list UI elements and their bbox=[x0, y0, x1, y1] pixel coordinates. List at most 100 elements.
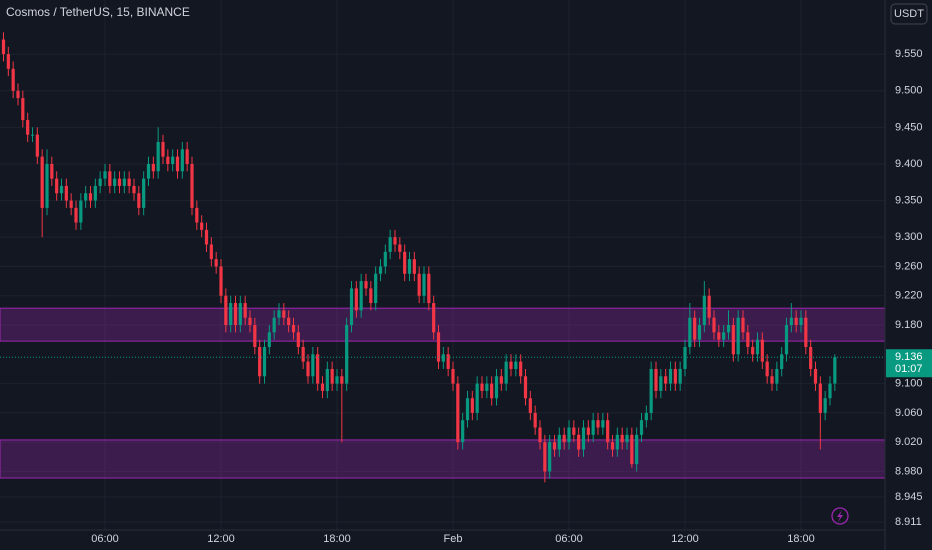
candle-body bbox=[403, 251, 407, 274]
candle-body bbox=[755, 339, 760, 355]
candle-body bbox=[248, 317, 252, 326]
candle-body bbox=[103, 171, 107, 179]
y-tick-label: 9.500 bbox=[895, 85, 923, 97]
candle-body bbox=[456, 383, 460, 443]
candle-body bbox=[519, 361, 523, 377]
candle-body bbox=[678, 368, 682, 384]
candle-body bbox=[494, 376, 499, 399]
candle-body bbox=[465, 398, 470, 421]
currency-label[interactable]: USDT bbox=[894, 8, 924, 20]
candle-body bbox=[287, 317, 291, 326]
candle-body bbox=[818, 383, 822, 413]
candle-body bbox=[726, 325, 731, 333]
candle-body bbox=[277, 310, 281, 318]
alert-icon-bolt[interactable] bbox=[837, 510, 843, 522]
candle-body bbox=[340, 376, 344, 384]
y-tick-label: 9.100 bbox=[895, 377, 923, 389]
candle-body bbox=[388, 237, 392, 252]
candle-body bbox=[432, 303, 436, 333]
candle-body bbox=[374, 273, 378, 304]
candle-body bbox=[833, 357, 837, 384]
candle-body bbox=[581, 427, 586, 450]
candle-body bbox=[204, 229, 209, 245]
candle-body bbox=[243, 303, 247, 318]
candle-body bbox=[620, 434, 624, 443]
candle-body bbox=[258, 346, 262, 377]
candle-body bbox=[88, 193, 93, 201]
candle-body bbox=[644, 412, 648, 421]
candle-body bbox=[393, 237, 397, 245]
candle-body bbox=[262, 346, 267, 377]
y-tick-label: 9.020 bbox=[895, 436, 923, 448]
candle-body bbox=[69, 200, 73, 208]
candle-body bbox=[214, 259, 218, 267]
candle-body bbox=[702, 295, 706, 326]
candle-body bbox=[504, 361, 508, 384]
candle-body bbox=[509, 361, 513, 369]
candle-body bbox=[349, 288, 354, 326]
candle-body bbox=[751, 346, 755, 355]
chart-title: Cosmos / TetherUS, 15, BINANCE bbox=[6, 5, 190, 19]
countdown-label: 01:07 bbox=[895, 363, 923, 375]
candle-body bbox=[543, 442, 547, 472]
candle-body bbox=[383, 251, 387, 267]
last-price-label: 9.136 bbox=[895, 351, 923, 363]
zone bbox=[0, 439, 886, 479]
y-tick-label: 9.220 bbox=[895, 290, 923, 302]
candle-body bbox=[760, 339, 764, 362]
candle-body bbox=[282, 310, 286, 318]
candle-body bbox=[562, 434, 566, 443]
candle-body bbox=[175, 156, 180, 172]
candle-body bbox=[21, 98, 25, 121]
axis: 9.550 9.500 9.450 9.400 9.350 9.300 9.260 9.220… bbox=[91, 48, 932, 545]
alert-icon[interactable] bbox=[831, 507, 849, 525]
candle-body bbox=[427, 273, 431, 304]
candle-body bbox=[151, 163, 155, 172]
candle-body bbox=[311, 354, 315, 377]
candle-body bbox=[171, 156, 175, 164]
y-tick-label: 9.400 bbox=[895, 158, 923, 170]
candle-body bbox=[712, 317, 716, 333]
candle-body bbox=[577, 434, 581, 450]
candle-body bbox=[30, 134, 35, 136]
candle-body bbox=[736, 317, 740, 355]
candle-body bbox=[649, 368, 653, 413]
candle-body bbox=[253, 325, 257, 347]
candle-body bbox=[441, 354, 445, 362]
candle-body bbox=[93, 185, 97, 201]
candle-body bbox=[775, 368, 779, 384]
candle-body bbox=[799, 317, 803, 326]
candle-body bbox=[809, 346, 813, 369]
candle-body bbox=[137, 193, 141, 208]
candle-body bbox=[693, 317, 697, 340]
zone bbox=[0, 307, 886, 342]
candle-body bbox=[35, 134, 39, 157]
candle-body bbox=[659, 376, 663, 391]
candle-body bbox=[26, 120, 30, 135]
candle-body bbox=[639, 420, 644, 435]
candle-body bbox=[548, 442, 552, 472]
x-tick-label: 18:00 bbox=[323, 533, 351, 545]
candle-body bbox=[11, 68, 15, 91]
candle-body bbox=[146, 163, 151, 179]
currency-button[interactable] bbox=[890, 3, 928, 25]
candle-body bbox=[601, 420, 605, 428]
x-tick-label: 18:00 bbox=[787, 533, 815, 545]
candle-body bbox=[625, 434, 629, 443]
candle-body bbox=[567, 427, 571, 443]
candle-body bbox=[480, 383, 484, 391]
candle-body bbox=[238, 303, 242, 326]
candle-body bbox=[50, 163, 54, 179]
candle-body bbox=[229, 303, 233, 326]
candle-body bbox=[301, 346, 305, 362]
candle-body bbox=[572, 427, 576, 435]
candle-body bbox=[722, 332, 726, 340]
candle-body bbox=[108, 171, 112, 186]
candle-body bbox=[190, 163, 194, 208]
candle-body bbox=[499, 376, 503, 384]
candle-body bbox=[591, 420, 595, 435]
candle-body bbox=[113, 178, 117, 186]
candle-body bbox=[335, 376, 339, 384]
candle-body bbox=[765, 361, 769, 377]
